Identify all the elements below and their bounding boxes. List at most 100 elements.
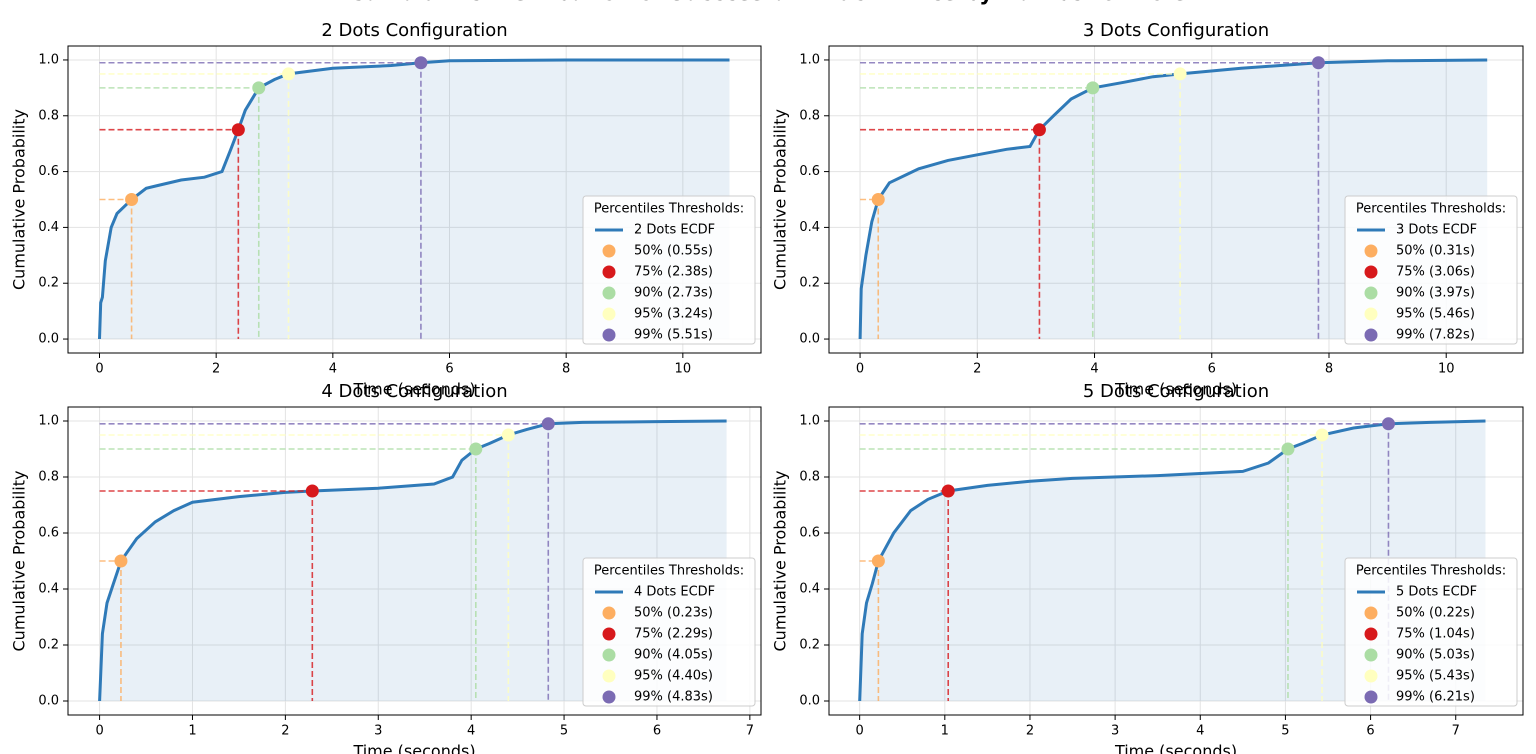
legend-label: 75% (1.04s) [1396,627,1475,642]
panel-title: 4 Dots Configuration [321,381,507,402]
x-tick-label: 2 [973,362,981,377]
x-tick-label: 6 [1366,724,1374,739]
legend-marker [1364,307,1378,321]
legend-label: 90% (3.97s) [1396,286,1475,301]
percentile-point [541,417,555,431]
y-tick-label: 1.0 [799,52,820,67]
legend-label: 99% (7.82s) [1396,328,1475,343]
legend-label: 5 Dots ECDF [1396,585,1477,600]
legend-marker [1364,690,1378,704]
x-tick-label: 4 [467,724,475,739]
x-tick-label: 6 [1208,362,1216,377]
y-tick-label: 0.8 [38,108,59,123]
x-axis-label: Time (seconds) [1114,742,1237,754]
legend-label: 99% (5.51s) [634,328,713,343]
x-tick-label: 6 [445,362,453,377]
legend-marker [602,286,616,300]
x-tick-label: 10 [1438,362,1455,377]
percentile-point [469,442,483,456]
panel-title: 2 Dots Configuration [321,20,507,41]
x-tick-label: 4 [329,362,337,377]
legend-label: 95% (5.43s) [1396,669,1475,684]
legend-marker [602,627,616,641]
legend-label: 75% (2.38s) [634,265,713,280]
y-tick-label: 0.4 [799,220,820,235]
legend-label: 95% (4.40s) [634,669,713,684]
y-axis-label: Cumulative Probability [771,109,790,290]
legend-marker [1364,648,1378,662]
x-tick-label: 2 [1026,724,1034,739]
axes-frame [828,406,1524,716]
percentile-point [941,484,955,498]
percentile-point [1032,123,1046,137]
legend-label: 90% (4.05s) [634,648,713,663]
percentile-point [114,554,128,568]
y-tick-label: 0.0 [799,694,820,709]
y-tick-label: 0.4 [799,582,820,597]
legend-title: Percentiles Thresholds: [594,202,744,217]
y-tick-label: 0.0 [38,332,59,347]
ecdf-area [99,421,727,701]
percentile-point [1315,428,1329,442]
legend-box [582,195,756,345]
legend-title: Percentiles Thresholds: [594,564,744,579]
ecdf-area [860,60,1488,340]
ecdf-line [98,58,730,340]
x-tick-label: 4 [1196,724,1204,739]
legend-marker [602,606,616,620]
y-tick-label: 0.6 [799,526,820,541]
x-tick-label: 6 [653,724,661,739]
x-axis-label: Time (seconds) [1114,380,1237,399]
x-tick-label: 0 [856,724,864,739]
y-axis-label: Cumulative Probability [771,471,790,652]
legend-marker [602,669,616,683]
x-tick-label: 7 [746,724,754,739]
legend-label: 2 Dots ECDF [634,223,715,238]
percentile-point [282,67,295,81]
percentile-point [305,484,319,498]
legend-marker [1364,265,1378,279]
y-tick-label: 0.4 [38,220,59,235]
legend-marker [602,244,616,258]
panel-title: 5 Dots Configuration [1083,381,1269,402]
legend-marker [1364,606,1378,620]
legend-marker [1364,244,1378,258]
legend-marker [602,265,616,279]
panel-title: 3 Dots Configuration [1083,20,1269,41]
x-tick-label: 1 [941,724,949,739]
legend-box [1344,195,1518,345]
y-tick-label: 0.8 [799,108,820,123]
legend-box [582,557,756,707]
legend-title: Percentiles Thresholds: [1356,564,1506,579]
legend-marker [602,690,616,704]
legend-label: 4 Dots ECDF [634,585,715,600]
x-tick-label: 3 [1111,724,1119,739]
axes-frame [67,45,762,354]
x-tick-label: 7 [1452,724,1460,739]
axes-frame [67,406,762,716]
y-tick-label: 0.4 [38,582,59,597]
y-tick-label: 0.6 [799,164,820,179]
legend-marker [602,648,616,662]
figure-title: Cumulative Distribution of Successful At… [349,0,1187,5]
percentile-point [1281,442,1295,456]
legend-box [1344,557,1518,707]
y-tick-label: 0.0 [38,694,59,709]
x-tick-label: 2 [281,724,289,739]
legend-marker [602,328,616,342]
x-tick-label: 0 [95,724,103,739]
ecdf-line [858,58,1488,340]
y-tick-label: 0.0 [799,332,820,347]
legend-label: 3 Dots ECDF [1396,223,1477,238]
legend-marker [1364,286,1378,300]
legend-label: 50% (0.22s) [1396,606,1475,621]
percentile-point [252,81,266,95]
x-tick-label: 0 [856,362,864,377]
y-tick-label: 0.2 [38,276,59,291]
y-tick-label: 0.2 [38,638,59,653]
y-axis-label: Cumulative Probability [10,471,29,652]
legend-label: 50% (0.31s) [1396,244,1475,259]
